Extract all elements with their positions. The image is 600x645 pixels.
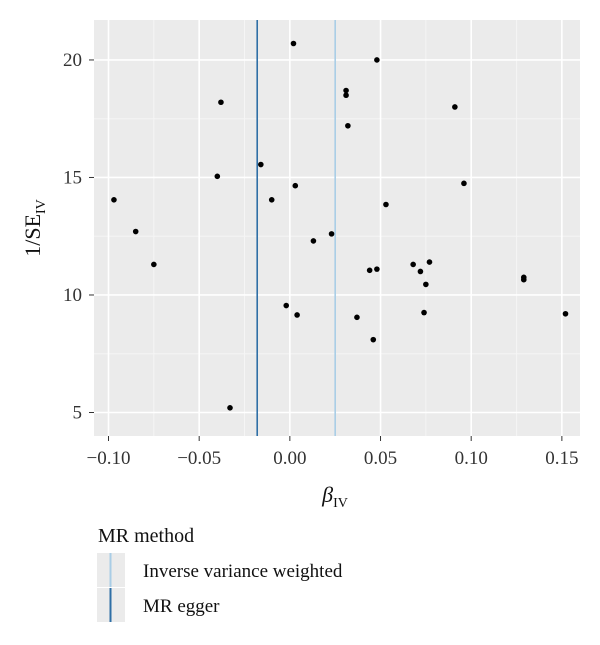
legend-label-ivw: Inverse variance weighted <box>143 561 343 582</box>
x-tick-label: 0.05 <box>364 448 397 469</box>
data-point <box>328 231 335 237</box>
data-point <box>423 281 429 288</box>
data-point <box>343 87 349 94</box>
legend-key-egger-line <box>109 588 112 622</box>
x-tick-label: 0.00 <box>273 448 306 469</box>
data-point <box>374 57 380 63</box>
x-axis-title-main: β <box>321 482 333 507</box>
data-point <box>292 182 299 189</box>
x-axis-ticks: −0.10 −0.05 0.00 0.05 0.10 0.15 <box>87 436 578 469</box>
y-axis-title: 1/SEIV <box>20 199 49 257</box>
data-point <box>374 266 380 272</box>
data-point <box>268 196 275 203</box>
y-axis-title-main: 1/SE <box>20 214 45 257</box>
y-tick-label: 20 <box>63 50 82 71</box>
data-point <box>218 99 224 106</box>
data-point <box>294 312 300 318</box>
data-point <box>214 173 221 180</box>
data-points <box>111 40 569 411</box>
x-tick-label: −0.05 <box>177 448 221 469</box>
data-point <box>354 314 360 321</box>
y-tick-label: 5 <box>73 402 83 423</box>
legend: MR method Inverse variance weighted MR e… <box>97 525 343 622</box>
data-point <box>410 261 416 268</box>
data-point <box>562 310 569 317</box>
data-point <box>452 104 458 110</box>
x-axis-title: βIV <box>321 482 348 511</box>
data-point <box>258 161 264 168</box>
plot-panel <box>94 20 580 436</box>
legend-title: MR method <box>98 525 194 547</box>
x-axis-title-sub: IV <box>333 496 348 511</box>
data-point <box>343 92 349 99</box>
data-point <box>421 309 427 316</box>
y-tick-label: 10 <box>63 285 82 306</box>
data-point <box>426 259 433 265</box>
grid-lines <box>94 20 580 436</box>
legend-label-egger: MR egger <box>143 596 220 617</box>
data-point <box>520 276 527 283</box>
data-point <box>461 180 467 187</box>
method-lines <box>256 20 336 436</box>
legend-key-ivw-line <box>109 553 112 587</box>
data-point <box>383 201 389 208</box>
data-point <box>151 261 157 268</box>
data-point <box>132 228 139 235</box>
data-point <box>310 238 317 244</box>
data-point <box>417 268 424 275</box>
y-tick-label: 15 <box>63 167 82 188</box>
data-point <box>370 336 377 343</box>
data-point <box>111 196 117 203</box>
y-axis-title-sub: IV <box>34 199 49 214</box>
data-point <box>290 40 297 47</box>
x-tick-label: 0.10 <box>455 448 488 469</box>
data-point <box>366 267 373 274</box>
x-tick-label: −0.10 <box>87 448 131 469</box>
x-tick-label: 0.15 <box>545 448 578 469</box>
data-point <box>283 302 290 309</box>
data-point <box>345 122 351 129</box>
data-point <box>227 404 233 411</box>
y-axis-ticks: 5 10 15 20 <box>63 50 94 423</box>
